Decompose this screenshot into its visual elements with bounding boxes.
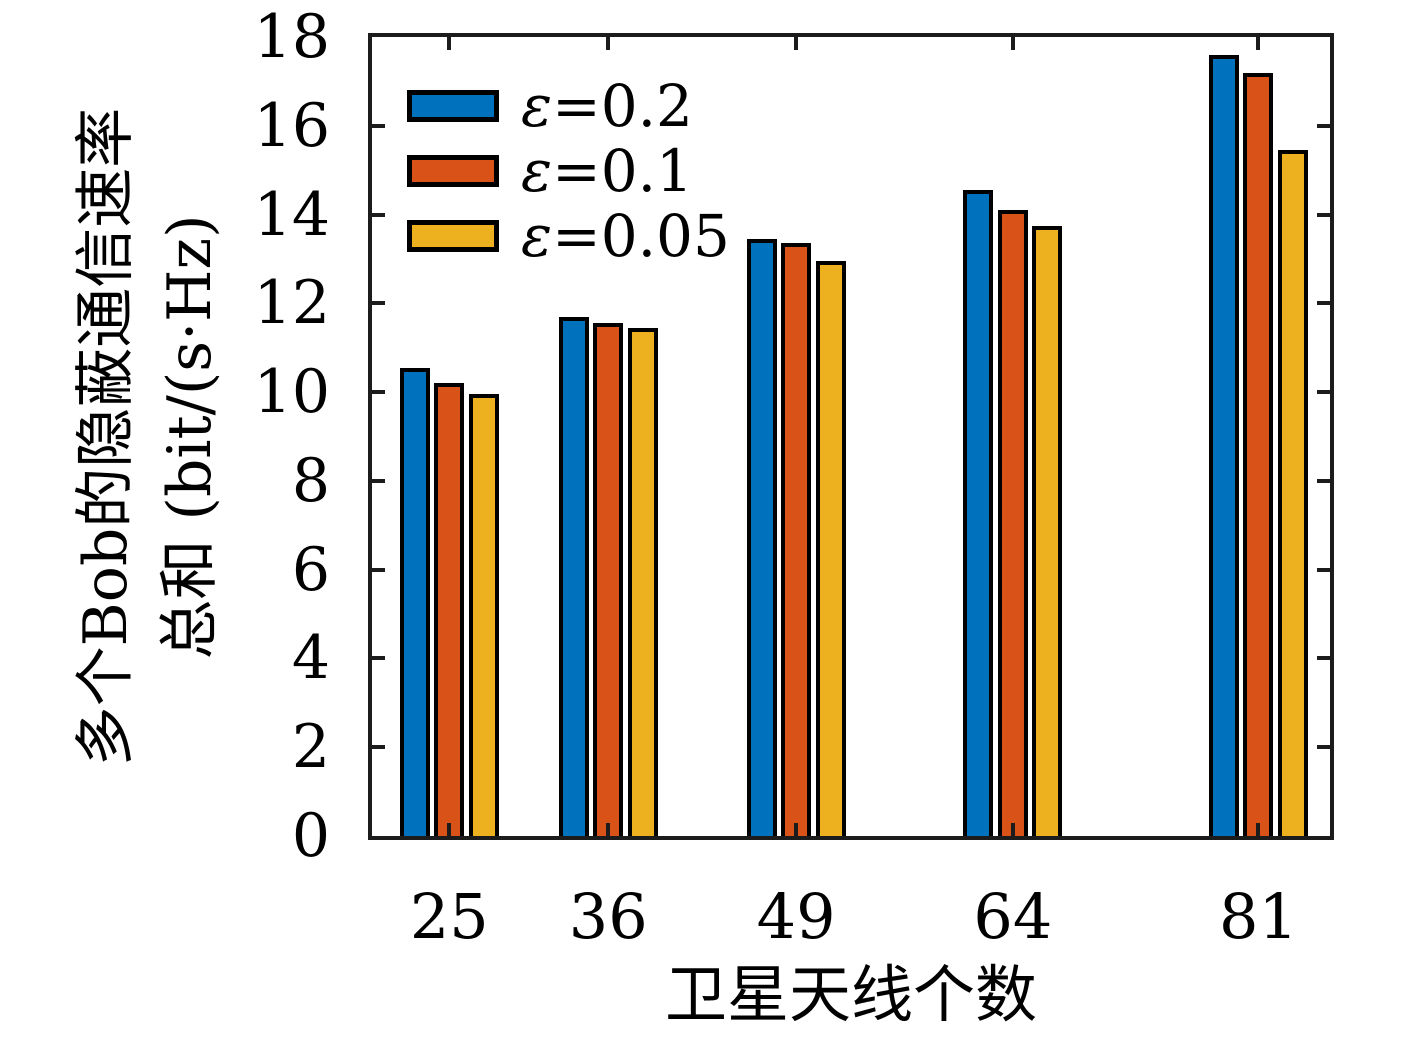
y-tick-label-8: 8	[291, 445, 330, 516]
legend-swatch-2	[407, 154, 499, 187]
bar-81-series-2	[1243, 73, 1274, 836]
y-tick-left-10	[372, 390, 385, 395]
y-tick-label-14: 14	[253, 179, 330, 250]
bar-64-series-2	[997, 210, 1028, 836]
y-tick-label-4: 4	[291, 623, 330, 694]
y-tick-label-2: 2	[291, 712, 330, 783]
x-tick-label-36: 36	[568, 880, 648, 953]
x-tick-bottom-81	[1256, 823, 1261, 836]
plot-area: ε=0.2 ε=0.1 ε=0.05	[368, 33, 1334, 840]
y-tick-label-18: 18	[253, 2, 330, 72]
x-tick-top-25	[447, 37, 452, 50]
legend-swatch-1	[407, 89, 499, 122]
y-tick-right-6	[1317, 567, 1330, 572]
y-tick-left-12	[372, 301, 385, 306]
x-tick-top-36	[606, 37, 611, 50]
y-tick-left-6	[372, 567, 385, 572]
y-tick-label-10: 10	[253, 357, 330, 428]
x-tick-bottom-64	[1010, 823, 1015, 836]
bar-81-series-3	[1277, 150, 1308, 836]
y-tick-right-8	[1317, 478, 1330, 483]
y-tick-right-12	[1317, 301, 1330, 306]
y-tick-right-14	[1317, 212, 1330, 217]
y-tick-left-4	[372, 656, 385, 661]
bar-25-series-3	[468, 394, 499, 836]
x-tick-top-49	[794, 37, 799, 50]
legend-row-3: ε=0.05	[407, 203, 730, 268]
y-tick-label-16: 16	[253, 90, 330, 161]
y-tick-label-12: 12	[253, 268, 330, 339]
y-tick-left-8	[372, 478, 385, 483]
bar-25-series-2	[434, 383, 465, 836]
y-tick-label-6: 6	[291, 534, 330, 605]
x-tick-label-49: 49	[756, 880, 836, 953]
y-tick-right-16	[1317, 123, 1330, 128]
y-tick-left-16	[372, 123, 385, 128]
x-tick-bottom-36	[606, 823, 611, 836]
bar-49-series-3	[815, 261, 846, 836]
bar-36-series-3	[627, 328, 658, 836]
y-tick-right-4	[1317, 656, 1330, 661]
bar-64-series-3	[1032, 226, 1063, 836]
x-tick-top-81	[1256, 37, 1261, 50]
bar-81-series-1	[1208, 55, 1239, 836]
x-tick-label-64: 64	[973, 880, 1053, 953]
legend-label-2: ε=0.1	[521, 136, 693, 205]
legend-row-1: ε=0.2	[407, 73, 730, 138]
x-tick-top-64	[1010, 37, 1015, 50]
legend: ε=0.2 ε=0.1 ε=0.05	[407, 73, 730, 268]
bar-36-series-1	[558, 317, 589, 836]
x-tick-label-25: 25	[409, 880, 489, 953]
y-tick-left-2	[372, 745, 385, 750]
legend-row-2: ε=0.1	[407, 138, 730, 203]
bar-36-series-2	[593, 323, 624, 836]
y-tick-left-14	[372, 212, 385, 217]
bar-49-series-1	[746, 239, 777, 836]
x-tick-label-81: 81	[1219, 880, 1298, 953]
legend-label-3: ε=0.05	[521, 201, 730, 270]
bar-25-series-1	[399, 368, 430, 836]
legend-label-1: ε=0.2	[521, 71, 693, 140]
x-tick-bottom-25	[447, 823, 452, 836]
bar-64-series-1	[963, 190, 994, 836]
y-tick-right-2	[1317, 745, 1330, 750]
x-axis-label: 卫星天线个数	[664, 958, 1038, 1031]
bar-49-series-2	[781, 243, 812, 836]
y-tick-right-10	[1317, 390, 1330, 395]
y-tick-label-0: 0	[291, 801, 330, 871]
x-tick-bottom-49	[794, 823, 799, 836]
legend-swatch-3	[407, 219, 499, 252]
